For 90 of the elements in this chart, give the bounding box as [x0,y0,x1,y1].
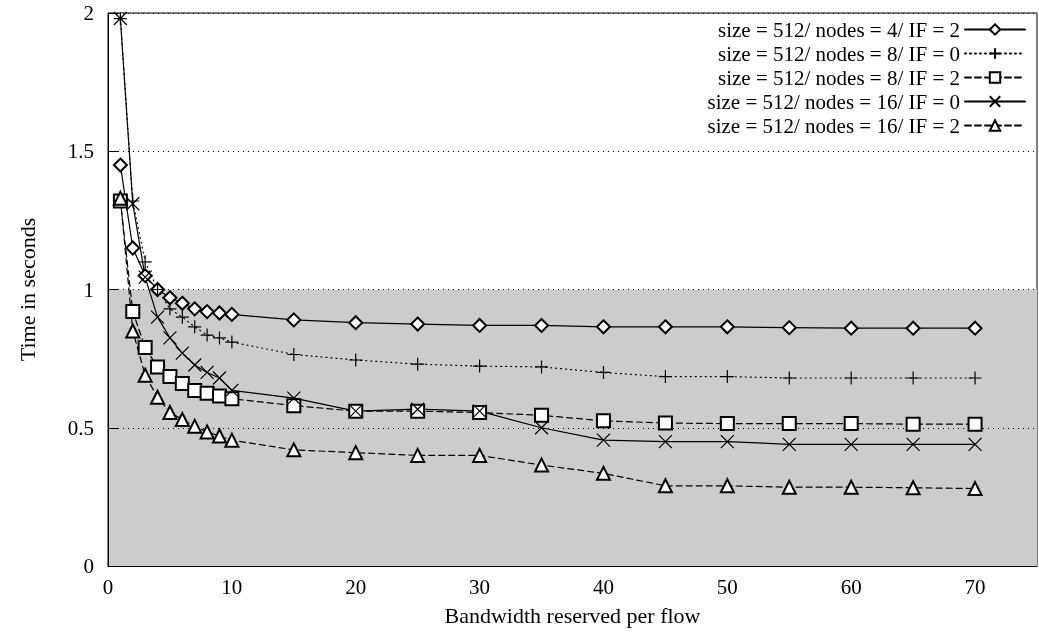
point [781,479,797,495]
point [150,389,166,405]
point [781,320,797,336]
point [905,480,921,496]
point [162,369,178,385]
point [174,411,190,427]
point [719,319,735,335]
x-tick-label: 10 [221,574,243,599]
y-axis-title: Time in seconds [14,217,40,362]
x-axis-title: Bandwidth reserved per flow [444,602,701,628]
point [199,304,215,320]
point [224,383,239,398]
point [905,320,921,336]
point [657,415,673,431]
point [967,481,983,497]
point [211,305,227,321]
point [187,301,203,317]
point [162,330,178,345]
point [534,407,550,423]
point [187,418,203,434]
point [719,478,735,494]
point [844,437,859,452]
point [534,420,549,435]
point [199,424,215,440]
point [286,442,302,458]
x-tick-label: 60 [840,574,862,599]
point [658,434,673,449]
point [596,433,611,448]
point [187,357,202,373]
legend-label: size = 512/ nodes = 16/ IF = 0 [707,89,960,114]
point [657,319,673,335]
point [348,315,364,331]
point [125,304,141,320]
point [906,437,921,452]
point [410,447,426,463]
point [199,365,215,380]
x-tick-label: 70 [964,574,986,599]
point [967,416,983,432]
point [286,312,302,328]
point [843,479,859,495]
point [472,317,488,333]
legend-label: size = 512/ nodes = 4/ IF = 2 [717,17,960,42]
point [967,437,983,452]
point [595,319,611,335]
legend-label: size = 512/ nodes = 8/ IF = 0 [717,41,960,66]
x-tick-label: 50 [716,574,738,599]
point [348,445,364,461]
point [720,434,735,449]
point [472,447,488,463]
x-tick-label: 20 [345,574,367,599]
point [843,320,859,336]
point [843,416,859,432]
point [410,316,426,332]
point [211,428,227,444]
point [719,416,735,432]
legend-label: size = 512/ nodes = 8/ IF = 2 [717,65,960,90]
point [596,365,611,380]
point [534,359,549,375]
point [212,370,227,386]
x-tick-label: 0 [102,574,114,599]
y-tick-label: 1 [83,277,94,302]
point [125,323,141,339]
point [187,382,203,398]
y-tick-label: 1.5 [67,139,94,164]
point [534,457,550,473]
legend-label: size = 512/ nodes = 16/ IF = 2 [707,113,960,138]
point [175,346,190,361]
y-tick-label: 2 [83,1,94,25]
point [162,290,178,306]
y-tick-label: 0.5 [67,415,94,440]
point [137,340,153,356]
point [137,367,153,383]
point [657,478,673,494]
point [905,416,921,432]
point [286,391,301,406]
point [595,465,611,481]
point [162,405,178,421]
point [595,413,611,429]
point [174,295,190,311]
x-tick-label: 30 [469,574,491,599]
point [174,376,190,392]
x-tick-label: 40 [592,574,614,599]
point [212,330,227,345]
point [150,310,165,325]
y-tick-label: 0 [83,554,94,578]
point [781,416,797,432]
point [150,359,166,375]
point [782,437,797,452]
point [224,432,240,448]
point [224,306,240,322]
